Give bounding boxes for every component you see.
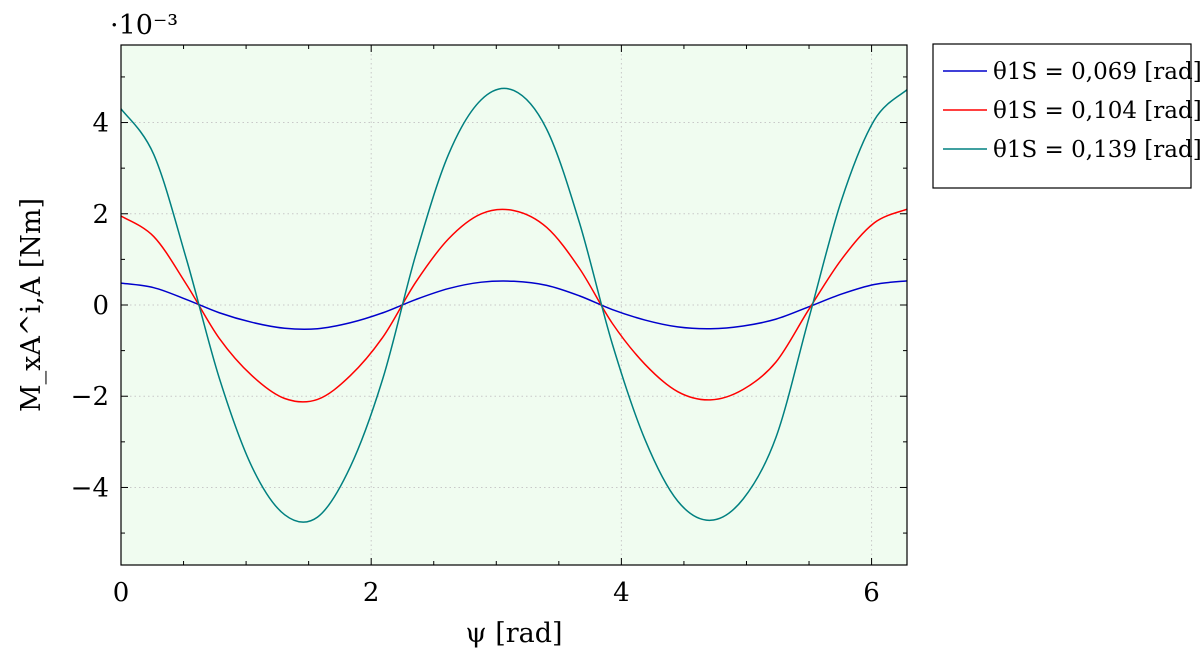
- y-tick-label: 0: [92, 291, 109, 321]
- x-tick-label: 4: [613, 578, 630, 608]
- y-scale-label: ·10⁻³: [110, 10, 178, 41]
- y-tick-label: −4: [71, 473, 109, 503]
- series-line-2: [120, 208, 908, 403]
- legend-label-3: θ1S = 0,139 [rad]: [993, 137, 1202, 163]
- x-tick-label: 0: [113, 578, 130, 608]
- legend-label-1: θ1S = 0,069 [rad]: [993, 59, 1202, 85]
- y-tick-label: 4: [92, 109, 109, 139]
- x-tick-label: 2: [363, 578, 380, 608]
- x-axis-label: ψ [rad]: [465, 618, 562, 649]
- y-tick-label: −2: [71, 382, 109, 412]
- legend: θ1S = 0,069 [rad] θ1S = 0,104 [rad] θ1S = …: [932, 43, 1202, 189]
- y-tick-label: 2: [92, 200, 109, 230]
- legend-box: [932, 43, 1192, 189]
- x-tick-label: 6: [863, 578, 880, 608]
- axis-ticks: 0 2 4 6 −4 −2 0 2 4: [71, 45, 907, 608]
- legend-label-2: θ1S = 0,104 [rad]: [993, 98, 1202, 124]
- series-line-1: [120, 280, 908, 331]
- grid: [121, 45, 907, 565]
- y-axis-label: M_xA^i,A [Nm]: [16, 198, 47, 412]
- series-line-3: [120, 87, 908, 523]
- series-group: [120, 87, 908, 523]
